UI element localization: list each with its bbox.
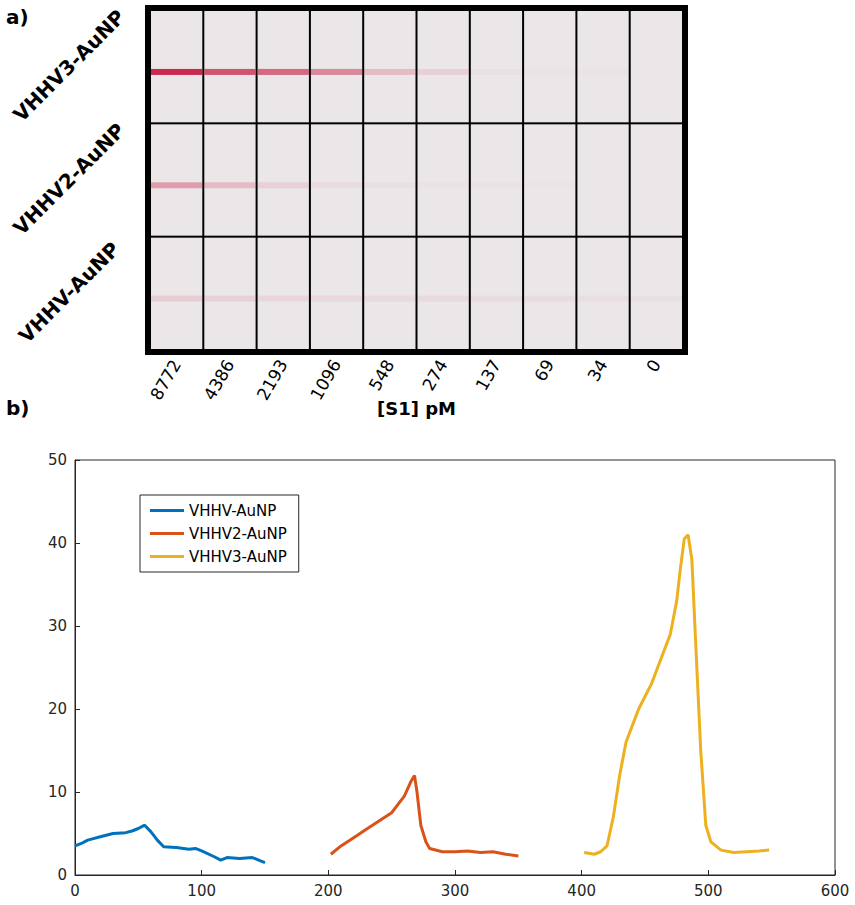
svg-text:400: 400 bbox=[567, 882, 596, 900]
svg-text:VHHV3-AuNP: VHHV3-AuNP bbox=[8, 5, 129, 126]
svg-text:137: 137 bbox=[471, 356, 505, 394]
svg-text:VHHV2-AuNP: VHHV2-AuNP bbox=[189, 525, 287, 543]
svg-text:a): a) bbox=[6, 5, 29, 29]
svg-text:VHHV-AuNP: VHHV-AuNP bbox=[14, 237, 125, 348]
svg-text:300: 300 bbox=[441, 882, 470, 900]
svg-text:0: 0 bbox=[642, 356, 665, 375]
svg-text:1096: 1096 bbox=[306, 356, 345, 403]
svg-text:4386: 4386 bbox=[199, 356, 238, 403]
svg-text:100: 100 bbox=[187, 882, 216, 900]
svg-text:8772: 8772 bbox=[146, 356, 185, 403]
svg-text:50: 50 bbox=[48, 451, 67, 469]
svg-text:VHHV-AuNP: VHHV-AuNP bbox=[189, 502, 276, 520]
svg-text:274: 274 bbox=[418, 356, 452, 394]
svg-text:30: 30 bbox=[48, 617, 67, 635]
svg-text:2193: 2193 bbox=[253, 356, 292, 403]
svg-text:40: 40 bbox=[48, 534, 67, 552]
svg-text:0: 0 bbox=[57, 866, 67, 884]
svg-text:10: 10 bbox=[48, 783, 67, 801]
svg-text:20: 20 bbox=[48, 700, 67, 718]
html-text:b): b) bbox=[6, 396, 30, 420]
svg-text:VHHV2-AuNP: VHHV2-AuNP bbox=[8, 118, 129, 239]
svg-text:600: 600 bbox=[821, 882, 850, 900]
svg-text:500: 500 bbox=[694, 882, 723, 900]
svg-text:548: 548 bbox=[365, 356, 399, 394]
svg-text:[S1] pM: [S1] pM bbox=[377, 398, 456, 419]
svg-text:69: 69 bbox=[530, 356, 558, 385]
svg-text:0: 0 bbox=[70, 882, 80, 900]
svg-text:34: 34 bbox=[583, 356, 611, 385]
svg-text:200: 200 bbox=[314, 882, 343, 900]
svg-text:VHHV3-AuNP: VHHV3-AuNP bbox=[189, 548, 287, 566]
